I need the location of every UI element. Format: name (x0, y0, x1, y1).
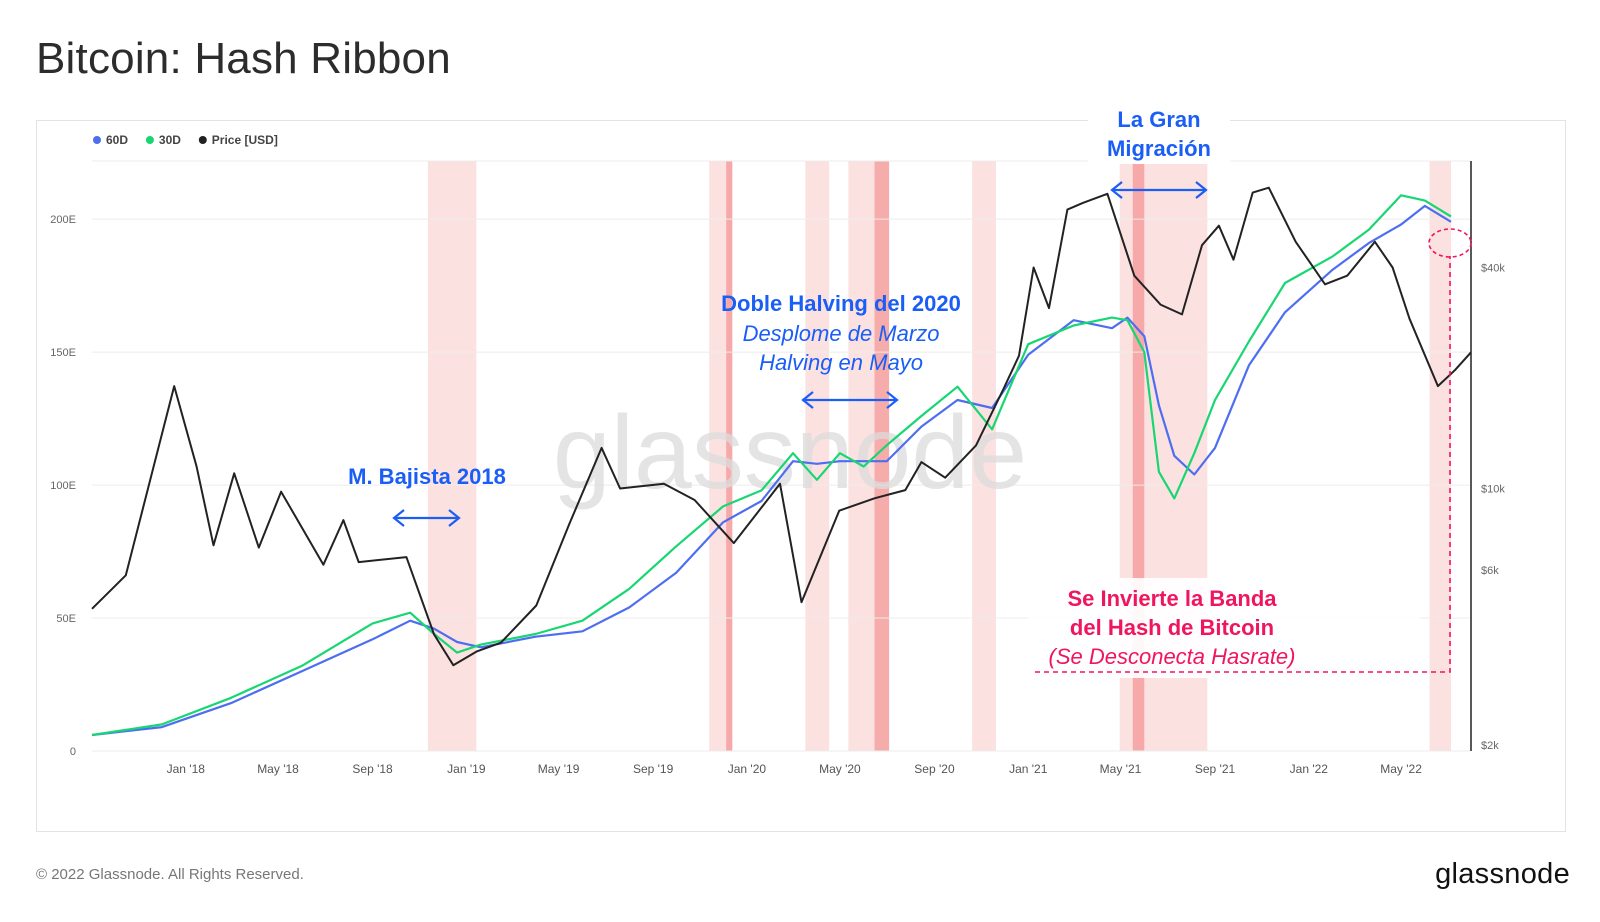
arrow-head-right (1195, 181, 1208, 199)
axes: 0 50E 100E 150E 200E $2k $6k $10k $40k Jan '18 May… (50, 214, 1505, 776)
legend-marker (145, 136, 154, 144)
y-right-tick-label: $2k (1481, 740, 1499, 752)
x-tick-label: May '19 (538, 762, 580, 776)
annotations: La Gran Migración Doble Halving del 2020 De… (348, 100, 1472, 678)
inversion-line2: del Hash de Bitcoin (1070, 615, 1274, 640)
x-tick-label: Jan '18 (167, 762, 206, 776)
x-tick-label: Jan '20 (728, 762, 767, 776)
legend-marker (93, 136, 101, 144)
x-tick-label: Jan '21 (1009, 762, 1048, 776)
x-tick-label: Sep '20 (914, 762, 955, 776)
capitulation-band-5 (874, 161, 890, 751)
chart-frame (36, 120, 1566, 832)
halving-arrow (801, 391, 899, 409)
series-lines (91, 186, 1472, 737)
bear-market-arrow (392, 509, 461, 527)
x-tick-label: May '21 (1100, 762, 1142, 776)
x-tick-label: Sep '21 (1195, 762, 1236, 776)
arrow-head-left (1110, 181, 1123, 199)
y-left-tick-label: 150E (50, 347, 76, 359)
arrow-head-left (392, 509, 405, 527)
x-tick-label: Jan '19 (447, 762, 486, 776)
capitulation-band-8 (1132, 161, 1145, 751)
y-left-tick-label: 200E (50, 214, 76, 226)
arrow-head-right (886, 391, 899, 409)
copyright-text: © 2022 Glassnode. All Rights Reserved. (36, 866, 304, 883)
arrow-head-right (448, 509, 461, 527)
y-right-tick-label: $6k (1481, 565, 1499, 577)
capitulation-band-9 (1429, 161, 1452, 751)
y-right-tick-label: $10k (1481, 483, 1505, 495)
capitulation-band-6 (972, 161, 996, 751)
halving-line2: Halving en Mayo (759, 350, 923, 375)
inversion-pointer-line (1035, 256, 1451, 673)
y-left-tick-label: 100E (50, 480, 76, 492)
capitulation-band-3 (805, 161, 830, 751)
migration-arrow (1110, 181, 1208, 199)
x-tick-label: May '18 (257, 762, 299, 776)
migration-label-line1: La Gran (1117, 107, 1200, 132)
inversion-line3: (Se Desconecta Hasrate) (1049, 644, 1296, 669)
inversion-label-bg (1028, 578, 1420, 678)
halving-line1: Desplome de Marzo (743, 321, 940, 346)
series-line-30d (91, 194, 1452, 737)
bear-market-label: M. Bajista 2018 (348, 464, 506, 489)
page-title: Bitcoin: Hash Ribbon (36, 34, 451, 83)
x-tick-label: Jan '22 (1290, 762, 1329, 776)
x-tick-label: May '22 (1380, 762, 1422, 776)
migration-label-bg (1088, 100, 1230, 164)
halving-title: Doble Halving del 2020 (721, 291, 961, 316)
glassnode-logo: glassnode (1435, 858, 1570, 890)
inversion-highlight-circle (1428, 228, 1472, 258)
migration-label-line2: Migración (1107, 136, 1211, 161)
x-tick-label: Sep '18 (352, 762, 393, 776)
watermark: glassnode (553, 395, 1027, 511)
arrow-head-left (801, 391, 814, 409)
legend-label: 60D (106, 133, 128, 147)
y-left-tick-label: 50E (56, 613, 76, 625)
y-left-tick-label: 0 (70, 746, 76, 758)
x-tick-label: Sep '19 (633, 762, 674, 776)
x-tick-label: May '20 (819, 762, 861, 776)
legend-label: Price [USD] (212, 133, 278, 147)
series-line-60d (91, 204, 1452, 737)
legend-label: 30D (159, 133, 181, 147)
capitulation-band-4 (848, 161, 875, 751)
capitulation-band-2 (726, 161, 733, 751)
capitulation-band-0 (427, 161, 477, 751)
series-line-price-usd- (91, 186, 1472, 667)
y-right-tick-label: $40k (1481, 262, 1505, 274)
legend-marker (198, 136, 207, 144)
legend: 60D 30D Price [USD] (93, 133, 278, 147)
inversion-line1: Se Invierte la Banda (1067, 586, 1277, 611)
